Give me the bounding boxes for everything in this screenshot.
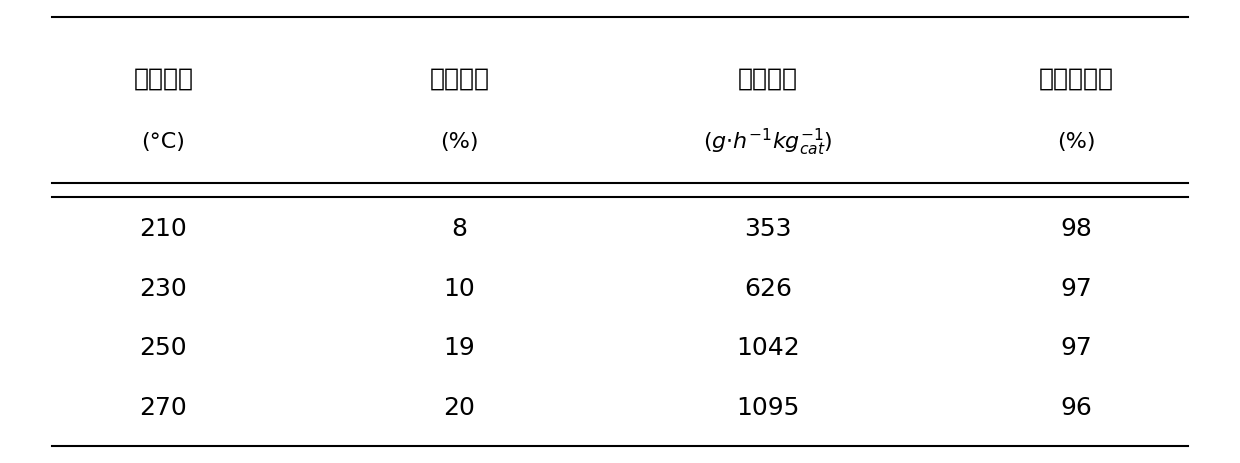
Text: 97: 97	[1061, 277, 1092, 300]
Text: 626: 626	[744, 277, 792, 300]
Text: 反应温度: 反应温度	[133, 66, 193, 90]
Text: 10: 10	[444, 277, 475, 300]
Text: $(g{\cdot}h^{-1}kg_{cat}^{-1})$: $(g{\cdot}h^{-1}kg_{cat}^{-1})$	[703, 127, 833, 158]
Text: 230: 230	[139, 277, 187, 300]
Text: 碳转化率: 碳转化率	[429, 66, 490, 90]
Text: (%): (%)	[440, 132, 479, 152]
Text: 20: 20	[444, 395, 475, 419]
Text: 1095: 1095	[737, 395, 800, 419]
Text: 353: 353	[744, 217, 792, 241]
Text: 1042: 1042	[737, 336, 800, 360]
Text: 97: 97	[1061, 336, 1092, 360]
Text: 270: 270	[139, 395, 187, 419]
Text: 甲醇产率: 甲醇产率	[738, 66, 799, 90]
Text: 210: 210	[139, 217, 187, 241]
Text: (%): (%)	[1058, 132, 1096, 152]
Text: 98: 98	[1060, 217, 1092, 241]
Text: (°C): (°C)	[141, 132, 185, 152]
Text: 8: 8	[451, 217, 467, 241]
Text: 250: 250	[139, 336, 187, 360]
Text: 96: 96	[1060, 395, 1092, 419]
Text: 19: 19	[444, 336, 475, 360]
Text: 甲醇选择性: 甲醇选择性	[1039, 66, 1115, 90]
